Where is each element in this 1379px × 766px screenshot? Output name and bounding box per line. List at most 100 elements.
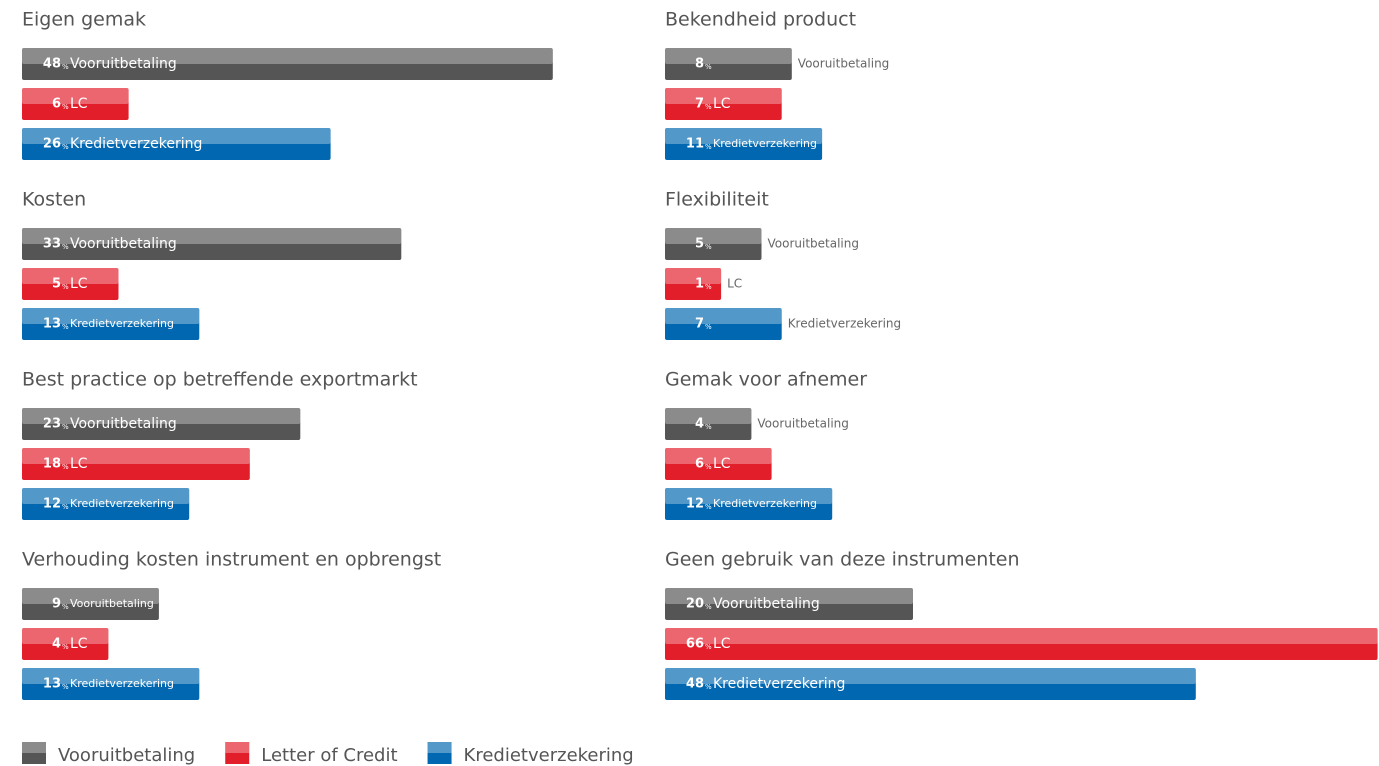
bar-highlight <box>665 48 792 64</box>
category-label: LC <box>727 277 742 291</box>
bar <box>665 488 833 520</box>
bar <box>22 88 129 120</box>
value-label: 33 <box>43 237 61 252</box>
bar <box>22 668 200 700</box>
chart-title: Bekendheid product <box>665 9 856 31</box>
category-label: LC <box>70 276 88 292</box>
bar <box>22 448 250 480</box>
legend-swatch <box>427 742 452 764</box>
category-label: Kredietverzekering <box>70 317 174 330</box>
chart-title: Eigen gemak <box>22 9 146 31</box>
bar-highlight <box>22 488 190 504</box>
value-label: 18 <box>43 457 61 472</box>
legend-swatch-highlight <box>225 742 250 753</box>
bar-highlight <box>665 488 833 504</box>
bar <box>665 88 782 120</box>
unit-label: % <box>705 63 712 71</box>
value-label: 4 <box>695 417 704 432</box>
bar <box>22 588 159 620</box>
value-label: 9 <box>52 597 61 612</box>
category-label: Kredietverzekering <box>788 317 901 331</box>
legend-label: Kredietverzekering <box>464 745 634 766</box>
legend-label: Letter of Credit <box>261 745 397 766</box>
value-label: 20 <box>686 597 704 612</box>
unit-label: % <box>705 603 712 611</box>
value-label: 1 <box>695 277 704 292</box>
bar-highlight <box>22 128 331 144</box>
category-label: Kredietverzekering <box>70 497 174 510</box>
value-label: 7 <box>695 97 704 112</box>
bar-highlight <box>665 448 772 464</box>
value-label: 12 <box>686 497 704 512</box>
bar-highlight <box>665 268 722 284</box>
bar <box>22 228 402 260</box>
unit-label: % <box>62 63 69 71</box>
bar <box>22 628 109 660</box>
unit-label: % <box>62 603 69 611</box>
bar-highlight <box>665 88 782 104</box>
bar <box>665 628 1378 660</box>
category-label: Vooruitbetaling <box>70 597 154 610</box>
value-label: 6 <box>52 97 61 112</box>
unit-label: % <box>705 683 712 691</box>
bar-highlight <box>665 128 823 144</box>
category-label: Vooruitbetaling <box>713 596 820 612</box>
bar <box>665 48 792 80</box>
category-label: Kredietverzekering <box>70 136 202 152</box>
bar <box>665 408 752 440</box>
value-label: 13 <box>43 317 61 332</box>
unit-label: % <box>62 243 69 251</box>
value-label: 8 <box>695 57 704 72</box>
category-label: Kredietverzekering <box>713 137 817 150</box>
category-label: LC <box>70 96 88 112</box>
category-label: LC <box>70 636 88 652</box>
category-label: LC <box>713 456 731 472</box>
bar-highlight <box>22 48 553 64</box>
category-label: Vooruitbetaling <box>757 417 849 431</box>
bar <box>665 128 823 160</box>
chart-title: Flexibiliteit <box>665 189 769 211</box>
unit-label: % <box>705 283 712 291</box>
unit-label: % <box>62 323 69 331</box>
value-label: 23 <box>43 417 61 432</box>
bar-highlight <box>665 408 752 424</box>
category-label: Vooruitbetaling <box>70 236 177 252</box>
unit-label: % <box>62 463 69 471</box>
bar <box>22 408 301 440</box>
bar <box>22 48 553 80</box>
bar <box>665 668 1196 700</box>
value-label: 6 <box>695 457 704 472</box>
unit-label: % <box>62 283 69 291</box>
bar-highlight <box>22 408 301 424</box>
chart-title: Gemak voor afnemer <box>665 369 867 391</box>
bar <box>665 308 782 340</box>
value-label: 5 <box>52 277 61 292</box>
bar-highlight <box>665 628 1378 644</box>
bar-highlight <box>22 268 119 284</box>
unit-label: % <box>705 643 712 651</box>
unit-label: % <box>62 503 69 511</box>
chart-title: Best practice op betreffende exportmarkt <box>22 369 418 391</box>
unit-label: % <box>62 683 69 691</box>
unit-label: % <box>705 323 712 331</box>
legend-label: Vooruitbetaling <box>58 745 195 766</box>
value-label: 13 <box>43 677 61 692</box>
bar-highlight <box>22 448 250 464</box>
bar-highlight <box>665 228 762 244</box>
value-label: 4 <box>52 637 61 652</box>
unit-label: % <box>705 103 712 111</box>
bar <box>22 308 200 340</box>
category-label: Vooruitbetaling <box>70 56 177 72</box>
unit-label: % <box>62 143 69 151</box>
unit-label: % <box>705 243 712 251</box>
bar-highlight <box>22 308 200 324</box>
chart-title: Verhouding kosten instrument en opbrengs… <box>22 549 441 571</box>
category-label: LC <box>713 636 731 652</box>
legend-swatch-highlight <box>427 742 452 753</box>
bar-highlight <box>22 628 109 644</box>
legend-swatch <box>22 742 46 764</box>
value-label: 5 <box>695 237 704 252</box>
category-label: LC <box>70 456 88 472</box>
category-label: LC <box>713 96 731 112</box>
